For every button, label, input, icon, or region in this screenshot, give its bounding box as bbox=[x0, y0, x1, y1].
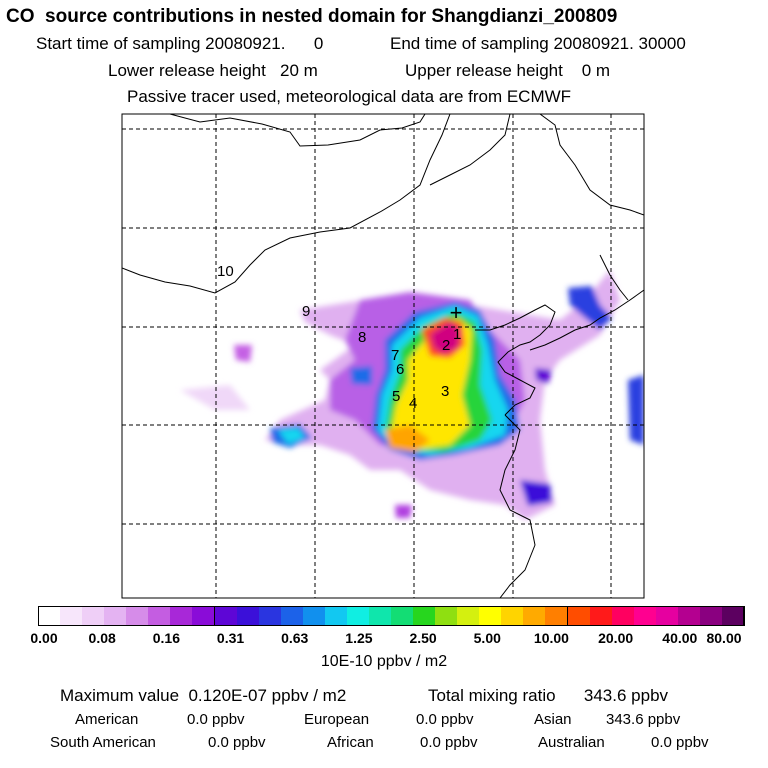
colorbar-tick-label: 0.31 bbox=[216, 630, 245, 646]
asian-label: Asian bbox=[534, 711, 572, 728]
colorbar-cell bbox=[324, 606, 348, 626]
colorbar-cell bbox=[280, 606, 304, 626]
marker-4: 4 bbox=[409, 395, 417, 412]
colorbar-cell bbox=[236, 606, 260, 626]
colorbar-cell bbox=[413, 606, 437, 626]
colorbar-cell bbox=[38, 606, 61, 626]
colorbar-cell bbox=[435, 606, 459, 626]
coastlines bbox=[122, 114, 644, 598]
colorbar-tick-label: 0.08 bbox=[88, 630, 116, 646]
european-label: European bbox=[304, 711, 370, 728]
south-american-label: South American bbox=[50, 734, 156, 751]
colorbar-tick-label: 1.25 bbox=[345, 630, 373, 646]
australian-value: 0.0 ppbv bbox=[651, 734, 709, 751]
marker-3: 3 bbox=[441, 383, 449, 400]
marker-1: 1 bbox=[453, 326, 461, 343]
colorbar-cell bbox=[170, 606, 194, 626]
colorbar-cell bbox=[104, 606, 128, 626]
marker-6: 6 bbox=[396, 361, 404, 378]
colorbar-cell bbox=[479, 606, 503, 626]
colorbar-cell bbox=[501, 606, 525, 626]
colorbar-cell bbox=[523, 606, 547, 626]
site-marker: + bbox=[450, 300, 463, 325]
colorbar-cell bbox=[677, 606, 701, 626]
marker-10: 10 bbox=[217, 263, 234, 280]
end-time-label: End time of sampling 20080921. 30000 bbox=[390, 34, 686, 53]
colorbar-tick-label: 80.00 bbox=[706, 630, 742, 646]
european-value: 0.0 ppbv bbox=[416, 711, 474, 728]
colorbar-cell bbox=[148, 606, 172, 626]
asian-value: 343.6 ppbv bbox=[606, 711, 681, 728]
colorbar-tick-label: 2.50 bbox=[409, 630, 437, 646]
concentration-field bbox=[180, 270, 644, 520]
trajectory-markers: 1 2 3 4 5 6 7 8 9 10 bbox=[217, 263, 461, 412]
american-value: 0.0 ppbv bbox=[187, 711, 245, 728]
colorbar-cell bbox=[214, 606, 238, 626]
colorbar-tick-label: 20.00 bbox=[598, 630, 634, 646]
african-label: African bbox=[327, 734, 374, 751]
colorbar-tick-label: 10.00 bbox=[533, 630, 569, 646]
colorbar-units: 10E-10 ppbv / m2 bbox=[320, 653, 448, 670]
colorbar-cell bbox=[126, 606, 150, 626]
colorbar-tick-label: 0.63 bbox=[281, 630, 309, 646]
colorbar-cell bbox=[60, 606, 84, 626]
colorbar-cell bbox=[699, 606, 723, 626]
colorbar-cell bbox=[368, 606, 392, 626]
south-american-value: 0.0 ppbv bbox=[208, 734, 266, 751]
marker-9: 9 bbox=[302, 303, 310, 320]
colorbar-cell bbox=[721, 606, 745, 626]
colorbar-tick-label: 0.00 bbox=[30, 630, 58, 646]
colorbar-cell bbox=[192, 606, 216, 626]
map-title: CO source contributions in nested domain… bbox=[6, 6, 618, 27]
colorbar-cell bbox=[391, 606, 414, 626]
colorbar-cell bbox=[611, 606, 635, 626]
colorbar-cell bbox=[457, 606, 481, 626]
colorbar-cell bbox=[589, 606, 613, 626]
colorbar-cell bbox=[302, 606, 326, 626]
gridlines bbox=[122, 114, 644, 598]
african-value: 0.0 ppbv bbox=[420, 734, 478, 751]
marker-5: 5 bbox=[392, 388, 400, 405]
upper-release-label: Upper release height 0 m bbox=[405, 61, 611, 80]
marker-2: 2 bbox=[442, 337, 450, 354]
lower-release-label: Lower release height 20 m bbox=[108, 61, 318, 80]
colorbar-cell bbox=[633, 606, 657, 626]
marker-8: 8 bbox=[358, 329, 366, 346]
map-frame bbox=[121, 113, 645, 599]
australian-label: Australian bbox=[538, 734, 605, 751]
max-value: Maximum value 0.120E-07 ppbv / m2 bbox=[60, 686, 347, 705]
american-label: American bbox=[75, 711, 139, 728]
colorbar-cell bbox=[258, 606, 282, 626]
colorbar-cell bbox=[82, 606, 106, 626]
colorbar-tick-label: 5.00 bbox=[473, 630, 501, 646]
colorbar-cell bbox=[655, 606, 679, 626]
colorbar-cell bbox=[346, 606, 370, 626]
colorbar-cell bbox=[545, 606, 569, 626]
colorbar-tick-label: 0.16 bbox=[152, 630, 180, 646]
start-time-label: Start time of sampling 20080921. 0 bbox=[36, 34, 324, 53]
marker-7: 7 bbox=[391, 347, 399, 364]
total-mixing-ratio: Total mixing ratio 343.6 ppbv bbox=[428, 686, 669, 705]
colorbar-cell bbox=[567, 606, 591, 626]
colorbar-tick-label: 40.00 bbox=[662, 630, 698, 646]
tracer-note: Passive tracer used, meteorological data… bbox=[127, 87, 572, 106]
